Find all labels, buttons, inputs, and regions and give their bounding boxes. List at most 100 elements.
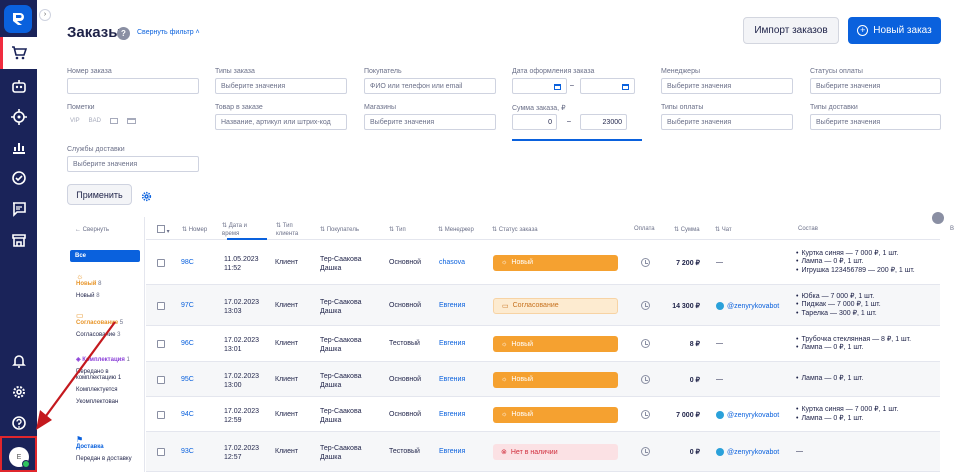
manager-link[interactable]: Евгения <box>439 375 466 383</box>
date-to-input[interactable] <box>580 78 635 94</box>
bad-tag[interactable]: BAD <box>88 118 102 124</box>
status-badge[interactable]: ☼ Новый <box>493 406 618 423</box>
logo-icon[interactable] <box>4 5 32 33</box>
row-checkbox[interactable] <box>157 340 165 348</box>
sidebar-expand-button[interactable]: › <box>39 9 51 21</box>
chat-empty: — <box>716 340 723 347</box>
col-buyer[interactable]: ⇅ Покупатель <box>320 227 359 233</box>
buyer-input[interactable]: ФИО или телефон или email <box>364 78 496 94</box>
help-icon[interactable]: ? <box>117 27 130 40</box>
table-row[interactable]: 94C 17.02.2023 12:59 Клиент Тер-Саакова Дашка… <box>146 397 940 432</box>
col-client-type[interactable]: ⇅ Тип клиента <box>276 223 299 237</box>
filter-label: Службы доставки <box>67 146 125 153</box>
import-orders-button[interactable]: Импорт заказов <box>743 17 839 44</box>
status-badge[interactable]: ▭ Согласование <box>493 297 618 314</box>
delivery-services-select[interactable]: Выберите значения <box>67 156 199 172</box>
group-agreement[interactable]: ▭ Согласование 5 Согласование 3 <box>76 311 124 338</box>
date-from-input[interactable] <box>512 78 567 94</box>
composition-item: Лампа — 0 ₽, 1 шт. <box>796 344 911 353</box>
table-row[interactable]: 96C 17.02.2023 13:01 Клиент Тер-Саакова Дашка… <box>146 326 940 362</box>
table-row[interactable]: 97C 17.02.2023 13:03 Клиент Тер-Саакова Дашка… <box>146 285 940 326</box>
col-manager[interactable]: ⇅ Менеджер <box>438 227 474 233</box>
clock-icon <box>641 409 650 419</box>
check-circle-icon[interactable] <box>0 162 37 194</box>
vip-tag[interactable]: VIP <box>70 118 80 124</box>
target-icon[interactable] <box>0 101 37 133</box>
manager-link[interactable]: Евгения <box>439 301 466 309</box>
box-icon[interactable] <box>127 118 137 124</box>
delivery-types-select[interactable]: Выберите значения <box>810 114 941 130</box>
row-checkbox[interactable] <box>157 448 165 456</box>
date-separator: – <box>570 82 574 89</box>
chart-icon[interactable] <box>0 131 37 163</box>
order-date: 17.02.2023 12:59 <box>224 407 260 424</box>
group-all-button[interactable]: Все <box>70 250 140 262</box>
chat-link[interactable]: @zenyrykovabot <box>727 302 780 310</box>
collapse-groups-link[interactable]: ← Свернуть <box>75 227 109 233</box>
product-input[interactable]: Название, артикул или штрих-код <box>215 114 347 130</box>
col-date[interactable]: ⇅ Дата и время <box>222 223 248 237</box>
row-checkbox[interactable] <box>157 375 165 384</box>
filter-label: Менеджеры <box>661 68 700 75</box>
apply-button[interactable]: Применить <box>67 184 132 205</box>
clock-icon <box>641 257 650 267</box>
cart-icon[interactable] <box>0 37 37 69</box>
row-checkbox[interactable] <box>157 410 165 419</box>
order-number-link[interactable]: 96C <box>181 340 194 347</box>
collapse-filter-link[interactable]: Свернуть фильтр ˄ <box>137 29 200 36</box>
payment-types-select[interactable]: Выберите значения <box>661 114 793 130</box>
group-new[interactable]: ☼ Новый 8 Новый 8 <box>76 272 102 299</box>
row-checkbox[interactable] <box>157 301 165 310</box>
sum-slider[interactable] <box>512 139 642 141</box>
col-status[interactable]: ⇅ Статус заказа <box>492 227 538 233</box>
shops-select[interactable]: Выберите значения <box>364 114 496 130</box>
status-badge[interactable]: ☼ Новый <box>493 254 618 271</box>
order-number-link[interactable]: 98C <box>181 258 194 266</box>
order-number-link[interactable]: 93C <box>181 448 194 455</box>
managers-select[interactable]: Выберите значения <box>661 78 793 94</box>
status-badge[interactable]: ☼ Новый <box>493 371 618 388</box>
order-types-select[interactable]: Выберите значения <box>215 78 347 94</box>
order-number-input[interactable] <box>67 78 199 94</box>
table-settings-gear-icon[interactable] <box>932 212 944 224</box>
table-row[interactable]: 98C 11.05.2023 11:52 Клиент Тер-Саакова Дашка… <box>146 240 940 285</box>
row-checkbox[interactable] <box>157 258 165 267</box>
order-number-link[interactable]: 94C <box>181 410 194 418</box>
col-payment[interactable]: Оплата <box>634 226 655 232</box>
buyer-name: Тер-Саакова Дашка <box>320 255 362 272</box>
chat-icon[interactable] <box>0 193 37 225</box>
col-number[interactable]: ⇅ Номер <box>182 227 208 233</box>
group-packing[interactable]: ◈ Комплектация 1 Передано в комплектацию… <box>76 357 130 405</box>
col-type[interactable]: ⇅ Тип <box>389 227 406 233</box>
gear-icon[interactable] <box>0 376 37 408</box>
payment-status-select[interactable]: Выберите значения <box>810 78 941 94</box>
manager-link[interactable]: Евгения <box>439 448 466 455</box>
manager-link[interactable]: Евгения <box>439 340 466 347</box>
order-number-link[interactable]: 95C <box>181 375 194 383</box>
select-all-checkbox[interactable]: ▾ <box>157 225 170 235</box>
order-number-link[interactable]: 97C <box>181 301 194 309</box>
robot-icon[interactable] <box>0 70 37 102</box>
status-badge[interactable]: ⊗ Нет в наличии <box>493 444 618 460</box>
col-composition[interactable]: Состав <box>798 226 818 232</box>
settings-gear-icon[interactable] <box>141 189 152 207</box>
bell-icon[interactable] <box>0 345 37 377</box>
new-order-button[interactable]: + Новый заказ <box>848 17 941 44</box>
table-row[interactable]: 95C 17.02.2023 13:00 Клиент Тер-Саакова Дашка… <box>146 362 940 397</box>
status-badge[interactable]: ☼ Новый <box>493 336 618 352</box>
card-icon[interactable] <box>110 118 119 124</box>
col-more[interactable]: В <box>950 226 955 232</box>
manager-link[interactable]: chasova <box>439 258 466 266</box>
manager-link[interactable]: Евгения <box>439 410 466 418</box>
sum-to-input[interactable]: 23000 <box>580 114 627 130</box>
col-sum[interactable]: ⇅ Сумма <box>674 227 700 233</box>
chat-link[interactable]: @zenyrykovabot <box>727 411 780 419</box>
col-chat[interactable]: ⇅ Чат <box>715 227 732 233</box>
chat-link[interactable]: @zenyrykovabot <box>727 448 780 456</box>
sum-from-input[interactable]: 0 <box>512 114 557 130</box>
help-icon[interactable] <box>0 407 37 439</box>
avatar[interactable]: E <box>9 447 30 468</box>
table-row[interactable]: 93C 17.02.2023 12:57 Клиент Тер-Саакова Дашка… <box>146 432 940 472</box>
store-icon[interactable] <box>0 224 37 256</box>
group-delivery[interactable]: ⚑ Доставка Передан в доставку <box>76 435 132 462</box>
